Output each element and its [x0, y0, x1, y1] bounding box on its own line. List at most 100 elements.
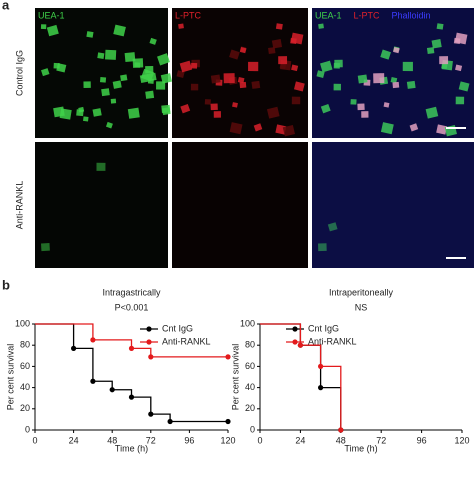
y-tick-label: 100 — [15, 318, 30, 328]
cell — [350, 99, 357, 105]
marker — [128, 345, 135, 351]
cell — [431, 39, 442, 49]
legend-label: Cnt IgG — [162, 323, 193, 333]
chart-title: Intragastrically — [102, 287, 161, 297]
micrograph — [35, 142, 168, 268]
cell — [139, 73, 150, 83]
cell — [134, 62, 141, 68]
cell — [268, 47, 276, 54]
micrograph — [172, 142, 308, 268]
cell — [278, 56, 288, 65]
marker — [225, 354, 231, 360]
marker — [225, 418, 231, 425]
cell — [161, 104, 171, 114]
cell — [327, 222, 338, 232]
y-tick-label: 80 — [245, 340, 255, 350]
x-tick-label: 24 — [69, 435, 79, 445]
x-tick-label: 48 — [107, 435, 117, 445]
cell — [318, 243, 327, 252]
legend-marker — [146, 326, 152, 332]
marker — [318, 363, 324, 369]
micrograph — [172, 8, 308, 138]
marker — [148, 354, 154, 360]
cell — [180, 103, 191, 114]
cell — [229, 49, 240, 60]
cell — [333, 83, 341, 91]
cell — [46, 24, 59, 37]
legend-marker — [292, 339, 298, 345]
x-tick-label: 120 — [454, 435, 469, 445]
row-label: Control IgG — [14, 50, 24, 96]
x-tick-label: 0 — [257, 435, 262, 445]
cell — [318, 23, 324, 29]
cell — [112, 80, 122, 89]
x-tick-label: 72 — [376, 435, 386, 445]
marker — [338, 427, 344, 433]
cell — [425, 106, 439, 119]
cell — [251, 80, 261, 89]
marker — [128, 394, 135, 400]
legend-label: Anti-RANKL — [308, 336, 357, 346]
survival-line — [35, 323, 228, 423]
cell — [271, 39, 283, 49]
x-tick-label: 72 — [146, 435, 156, 445]
cell — [53, 62, 60, 69]
cell — [96, 162, 106, 171]
legend-label: Cnt IgG — [308, 323, 339, 333]
channel-label: UEA-1 — [315, 10, 342, 20]
x-tick-label: 24 — [295, 435, 305, 445]
y-tick-label: 60 — [20, 361, 30, 371]
cell — [293, 81, 305, 92]
marker — [148, 411, 154, 417]
cell — [406, 80, 416, 89]
cell — [210, 103, 218, 111]
cell — [455, 96, 465, 105]
marker — [90, 337, 96, 343]
marker — [297, 342, 303, 348]
cell — [275, 23, 283, 30]
legend-marker — [292, 326, 298, 332]
cell — [145, 90, 155, 99]
cell — [40, 24, 47, 30]
cell — [105, 49, 117, 60]
cell — [455, 64, 463, 72]
cell — [320, 60, 333, 73]
x-tick-label: 0 — [32, 435, 37, 445]
cell — [204, 99, 211, 105]
marker — [71, 345, 77, 351]
cell — [76, 109, 84, 117]
marker — [90, 378, 96, 384]
y-tick-label: 40 — [245, 382, 255, 392]
cell — [453, 37, 461, 44]
cell — [149, 37, 157, 45]
cell — [157, 53, 170, 66]
cell — [357, 74, 368, 84]
cell — [105, 121, 113, 129]
cell — [124, 52, 136, 63]
cell — [83, 116, 89, 122]
cell — [237, 77, 245, 84]
cell — [190, 83, 199, 91]
cell — [282, 124, 296, 137]
cell — [402, 61, 413, 72]
micrograph — [312, 142, 474, 268]
cell — [333, 62, 340, 69]
cell — [86, 31, 94, 38]
cell — [439, 56, 449, 65]
cell — [392, 81, 400, 89]
cell — [361, 111, 369, 118]
cell — [229, 122, 243, 135]
cell — [290, 37, 297, 44]
legend-marker — [146, 339, 152, 345]
cell — [390, 77, 398, 84]
cell — [113, 24, 126, 37]
cell — [232, 102, 238, 108]
cell — [147, 72, 157, 82]
survival-line — [260, 323, 342, 430]
x-tick-label: 120 — [220, 435, 235, 445]
cell — [239, 81, 247, 89]
x-tick-label: 48 — [336, 435, 346, 445]
y-tick-label: 0 — [250, 424, 255, 434]
cell — [110, 98, 117, 104]
